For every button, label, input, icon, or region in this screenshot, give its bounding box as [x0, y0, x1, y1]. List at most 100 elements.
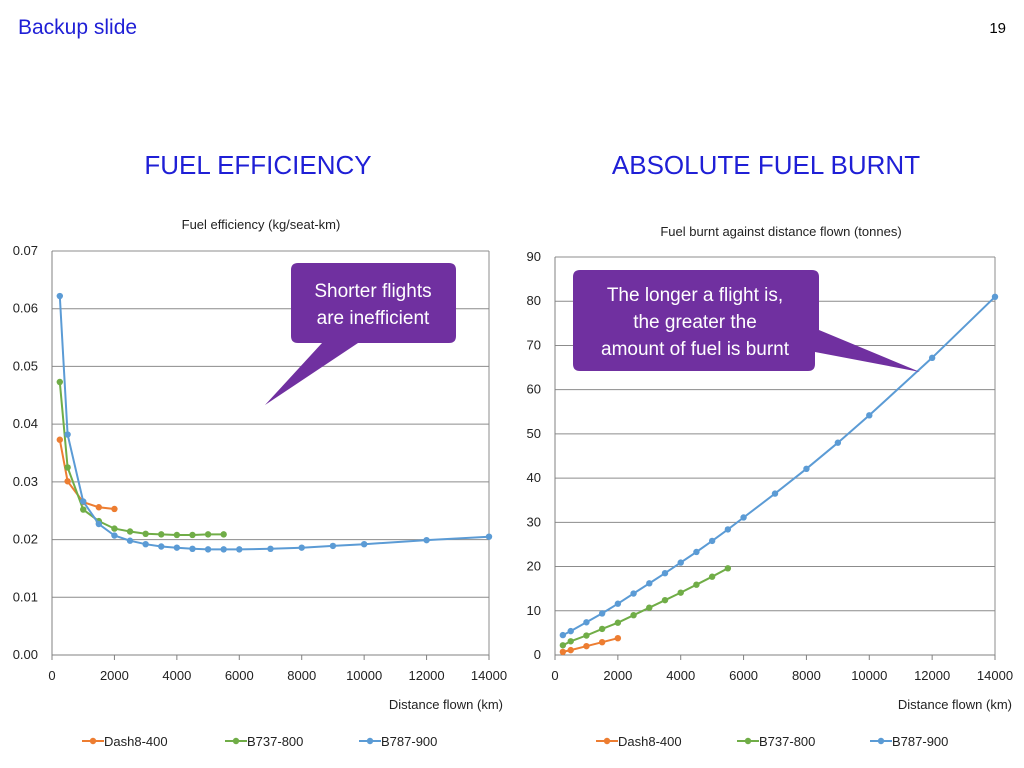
data-point-b787-900: [298, 544, 305, 551]
y-tick-label: 0.02: [13, 532, 38, 547]
data-point-b787-900: [866, 412, 873, 419]
data-point-b737-800: [677, 589, 684, 596]
data-point-b737-800: [189, 531, 196, 539]
callout-right-bubble: [573, 270, 920, 372]
x-tick-label: 12000: [914, 668, 950, 683]
data-point-b737-800: [583, 632, 590, 639]
data-point-dash8-400: [559, 648, 567, 656]
y-tick-label: 90: [527, 249, 541, 264]
x-tick-label: 6000: [225, 668, 254, 683]
data-point-b787-900: [614, 600, 622, 607]
data-point-b737-800: [630, 612, 637, 619]
x-tick-label: 8000: [792, 668, 821, 683]
data-point-b737-800: [56, 378, 64, 386]
y-tick-label: 0.06: [13, 301, 38, 316]
legend-marker-b787-900: [366, 737, 374, 745]
x-tick-label: 8000: [287, 668, 316, 683]
x-tick-label: 12000: [408, 668, 444, 683]
data-point-b787-900: [173, 544, 181, 551]
y-tick-label: 0.03: [13, 474, 38, 489]
data-point-dash8-400: [567, 646, 574, 654]
legend-marker-dash8-400: [89, 737, 97, 745]
data-point-b787-900: [646, 580, 653, 587]
data-point-b737-800: [80, 506, 87, 513]
data-point-b787-900: [126, 537, 134, 544]
data-point-dash8-400: [64, 478, 71, 485]
chart-title: Fuel burnt against distance flown (tonne…: [660, 224, 901, 239]
data-point-b787-900: [485, 533, 493, 540]
data-point-b787-900: [423, 536, 430, 544]
y-tick-label: 0.05: [13, 358, 38, 373]
data-point-b787-900: [661, 569, 669, 577]
data-point-dash8-400: [614, 634, 622, 642]
data-point-b787-900: [220, 546, 227, 553]
x-tick-label: 4000: [666, 668, 695, 683]
data-point-b737-800: [724, 565, 732, 572]
data-point-b787-900: [803, 465, 810, 473]
y-tick-label: 0.07: [13, 243, 38, 258]
data-point-b787-900: [771, 490, 779, 497]
page-number: 19: [989, 20, 1006, 37]
legend-marker-b787-900: [877, 737, 885, 745]
data-point-b787-900: [991, 293, 999, 300]
x-axis-label: Distance flown (km): [898, 697, 1012, 712]
data-point-dash8-400: [583, 642, 590, 650]
data-point-dash8-400: [111, 505, 118, 513]
data-point-b787-900: [834, 439, 842, 446]
data-point-b737-800: [220, 531, 227, 538]
data-point-b737-800: [614, 619, 622, 626]
data-point-b787-900: [236, 546, 243, 553]
data-point-b787-900: [677, 559, 684, 566]
x-tick-label: 10000: [851, 668, 887, 683]
y-tick-label: 70: [527, 337, 541, 352]
data-point-b737-800: [598, 625, 606, 633]
data-point-b787-900: [630, 590, 637, 597]
data-point-b787-900: [56, 292, 64, 300]
callout-left: Shorter flights are inefficient: [265, 263, 456, 405]
data-point-b787-900: [360, 540, 368, 548]
callout-right-line-2: the greater the: [633, 312, 757, 333]
x-axis-label: Distance flown (km): [389, 697, 503, 712]
legend-marker-b737-800: [232, 737, 240, 745]
data-point-b787-900: [80, 498, 87, 505]
y-tick-label: 60: [527, 382, 541, 397]
heading-absolute-fuel-burnt: ABSOLUTE FUEL BURNT: [611, 150, 921, 180]
data-point-b787-900: [598, 610, 606, 617]
x-tick-label: 6000: [729, 668, 758, 683]
y-tick-label: 0.00: [13, 647, 38, 662]
data-point-b787-900: [158, 543, 165, 550]
y-tick-label: 20: [527, 559, 541, 574]
callout-right-line-1: The longer a flight is,: [607, 285, 783, 306]
y-tick-label: 0: [534, 647, 541, 662]
y-tick-label: 40: [527, 470, 541, 485]
data-point-b737-800: [708, 573, 716, 580]
x-tick-label: 2000: [100, 668, 129, 683]
x-tick-label: 0: [48, 668, 55, 683]
x-tick-label: 2000: [603, 668, 632, 683]
data-point-b787-900: [928, 354, 936, 362]
data-point-b787-900: [567, 627, 574, 635]
y-tick-label: 30: [527, 514, 541, 529]
legend-label-dash8-400: Dash8-400: [104, 734, 168, 749]
heading-fuel-efficiency: FUEL EFFICIENCY: [144, 150, 372, 180]
data-point-dash8-400: [598, 638, 606, 646]
data-point-dash8-400: [56, 436, 64, 443]
x-tick-label: 14000: [977, 668, 1013, 683]
data-point-b787-900: [189, 545, 196, 553]
data-point-b737-800: [111, 525, 118, 532]
legend-label-b787-900: B787-900: [892, 734, 948, 749]
callout-right: The longer a flight is, the greater the …: [573, 270, 920, 372]
data-point-b737-800: [64, 464, 71, 471]
callout-left-line-2: are inefficient: [317, 308, 430, 329]
data-point-b787-900: [693, 548, 700, 556]
callout-left-bubble: [265, 263, 456, 405]
data-point-b787-900: [95, 520, 103, 528]
data-point-b787-900: [111, 532, 118, 539]
y-tick-label: 0.01: [13, 589, 38, 604]
x-tick-label: 10000: [346, 668, 382, 683]
legend-label-b787-900: B787-900: [381, 734, 437, 749]
data-point-b787-900: [204, 546, 212, 553]
data-point-b737-800: [173, 531, 181, 539]
data-point-b787-900: [329, 542, 337, 550]
